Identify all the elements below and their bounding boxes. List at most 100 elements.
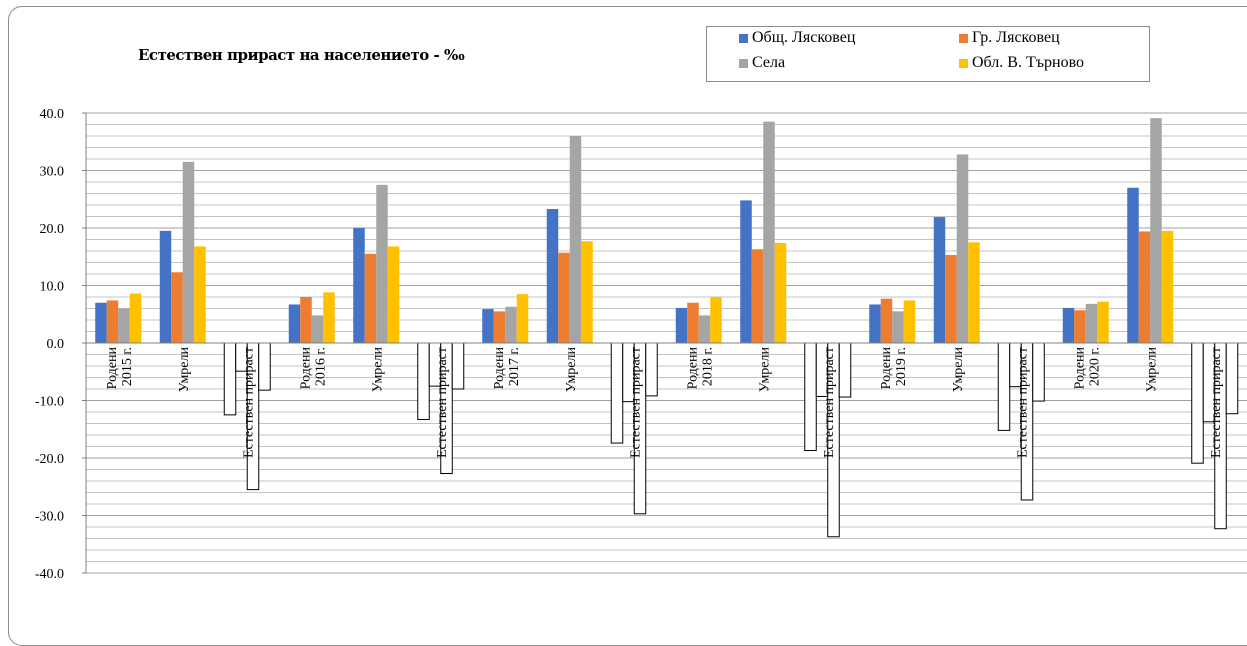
bar (417, 342, 430, 420)
x-tick-label: Естествен прираст (1015, 347, 1030, 458)
bar (258, 342, 271, 391)
bar (387, 246, 400, 343)
bar (698, 315, 711, 343)
bar (903, 300, 916, 343)
bar-chart: 40.0 30.0 20.0 10.0 0.0 -10.0 -20.0 -30.0 -40.0 Р… (35, 107, 1247, 582)
bar (106, 300, 119, 343)
y-tick-label: 30.0 (40, 165, 65, 180)
bar (118, 308, 130, 343)
bar (945, 255, 957, 343)
bar (869, 304, 881, 343)
legend-item: Обл. В. Търново (959, 54, 1084, 72)
bar (194, 246, 206, 343)
bar (774, 242, 787, 343)
bar (171, 272, 183, 343)
bar (581, 241, 593, 343)
bar (159, 230, 172, 343)
bar (763, 121, 775, 343)
y-tick-label: -40.0 (35, 567, 64, 582)
bar (288, 304, 301, 343)
legend-item: Гр. Лясковец (959, 29, 1060, 47)
bar (675, 307, 688, 343)
bar (311, 315, 324, 343)
bar (1150, 118, 1162, 343)
legend-swatch (959, 33, 968, 43)
bar (323, 292, 335, 343)
x-tick-label: Умрели (177, 346, 192, 392)
bar (645, 342, 658, 397)
legend-label: Общ. Лясковец (752, 29, 856, 46)
x-tick-label: Естествен прираст (822, 347, 837, 458)
x-tick-label: Родени2016 г. (298, 346, 328, 389)
x-tick-label: Умрели (564, 346, 579, 392)
legend-item: Общ. Лясковец (739, 29, 855, 47)
y-tick-label: 40.0 (40, 107, 65, 122)
bar (1225, 342, 1239, 415)
bar (892, 311, 904, 343)
bar (95, 302, 107, 343)
bar (129, 293, 142, 343)
bar (569, 136, 582, 343)
bar (710, 297, 722, 343)
x-tick-label: Родени2017 г. (492, 346, 522, 389)
bar (516, 294, 529, 343)
x-tick-label: Естествен прираст (435, 347, 450, 458)
bar (505, 306, 517, 343)
bar (933, 217, 946, 343)
bar (493, 311, 506, 343)
bar (610, 342, 624, 444)
bar (182, 161, 195, 343)
y-tick-label: 10.0 (40, 280, 65, 295)
x-tick-label: Родени2020 г. (1072, 346, 1102, 389)
y-tick-label: 0.0 (47, 337, 65, 352)
bar (1085, 303, 1098, 343)
bar (740, 200, 752, 343)
bar (956, 154, 969, 343)
bar (223, 342, 237, 416)
y-tick-label: -20.0 (35, 452, 64, 467)
legend-swatch (739, 33, 748, 43)
x-tick-label: Родени2018 г. (685, 346, 715, 389)
bar (838, 342, 852, 398)
y-tick-label: 20.0 (40, 222, 65, 237)
bar (546, 209, 559, 343)
bar (353, 228, 365, 343)
legend-item: Села (739, 54, 785, 72)
bar (300, 297, 312, 343)
bar (968, 242, 980, 343)
x-tick-label: Умрели (951, 346, 966, 392)
x-tick-label: Умрели (1144, 346, 1159, 392)
bar (1032, 342, 1045, 402)
x-tick-label: Умрели (757, 346, 772, 392)
x-tick-label: Естествен прираст (628, 347, 643, 458)
bar (880, 298, 893, 343)
bar (1127, 187, 1139, 343)
legend: Общ. Лясковец Гр. Лясковец Села Обл. В. … (706, 26, 1150, 82)
bar (687, 302, 699, 343)
legend-label: Села (752, 54, 786, 71)
bar (364, 253, 377, 343)
bar (997, 342, 1011, 431)
legend-label: Обл. В. Търново (972, 54, 1085, 71)
bar (751, 249, 764, 343)
bar (1191, 342, 1204, 464)
x-tick-label: Родени2019 г. (879, 346, 909, 389)
x-tick-label: Родени2015 г. (105, 346, 135, 389)
bar (804, 342, 817, 452)
bar (451, 342, 465, 390)
bar (482, 309, 494, 343)
x-tick-label: Естествен прираст (241, 347, 256, 458)
x-tick-label: Естествен прираст (1209, 347, 1224, 458)
bar (558, 252, 570, 343)
bar (1161, 230, 1174, 343)
legend-swatch (959, 58, 968, 68)
bar (1097, 301, 1109, 343)
y-tick-label: -10.0 (35, 395, 64, 410)
bar (1074, 310, 1086, 343)
chart-title: Естествен прираст на населението - ‰ (138, 46, 465, 64)
bar (1138, 231, 1151, 343)
y-tick-label: -30.0 (35, 510, 64, 525)
x-tick-label: Умрели (370, 346, 385, 392)
legend-label: Гр. Лясковец (972, 29, 1060, 46)
bar (376, 184, 388, 343)
